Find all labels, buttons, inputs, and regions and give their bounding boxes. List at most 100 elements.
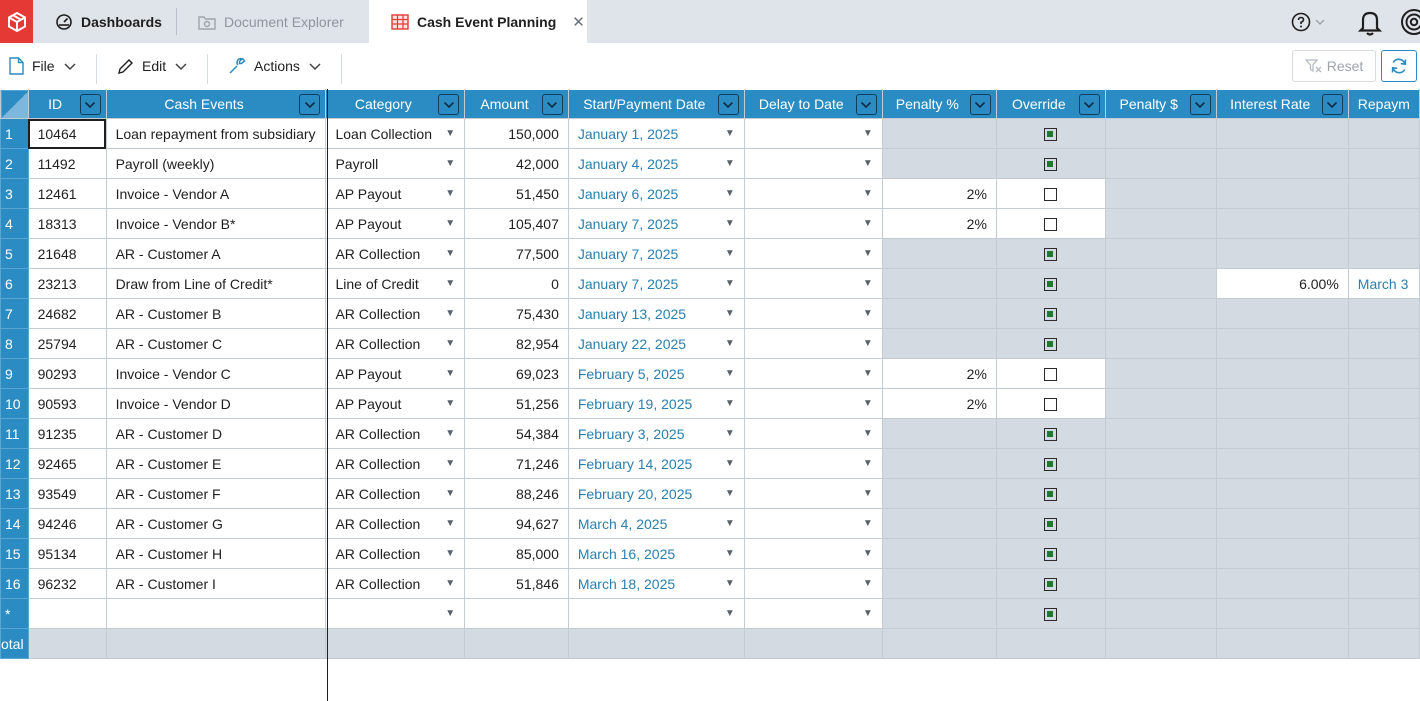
column-header-amount[interactable]: Amount [464,89,569,119]
penalty-pct-cell[interactable] [881,268,997,299]
start-date-cell[interactable]: January 6, 2025 ▼ [567,178,745,209]
cash-event-cell[interactable]: AR - Customer I [105,568,327,599]
penalty-pct-cell[interactable] [881,298,997,329]
cash-event-cell[interactable]: Invoice - Vendor C [105,358,327,389]
penalty-pct-cell[interactable]: 2% [881,388,997,419]
dropdown-arrow-icon[interactable]: ▼ [445,368,456,379]
override-checkbox[interactable] [1044,428,1058,442]
dropdown-arrow-icon[interactable]: ▼ [862,308,873,319]
dropdown-arrow-icon[interactable]: ▼ [445,458,456,469]
penalty-pct-cell[interactable]: 2% [881,178,997,209]
table-row[interactable]: 16 96232 AR - Customer I AR Collection ▼ 51,8… [0,568,1420,599]
interest-rate-cell[interactable] [1215,418,1349,449]
override-checkbox[interactable] [1044,608,1058,622]
dropdown-arrow-icon[interactable]: ▼ [724,218,735,229]
override-cell[interactable] [995,358,1106,389]
row-number[interactable]: 11 [0,418,29,449]
table-row[interactable]: 8 25794 AR - Customer C AR Collection ▼ 82,95… [0,328,1420,359]
amount-cell[interactable]: 77,500 [464,238,569,269]
close-tab-icon[interactable]: ✕ [572,13,585,31]
cash-event-cell[interactable]: Invoice - Vendor D [105,388,327,419]
amount-cell[interactable]: 51,450 [464,178,569,209]
tab-cash-event-planning[interactable]: Cash Event Planning ✕ [369,0,587,43]
dropdown-arrow-icon[interactable]: ▼ [445,518,456,529]
row-number[interactable]: 3 [0,178,29,209]
category-cell[interactable]: Line of Credit ▼ [325,268,466,299]
repayment-cell[interactable] [1347,598,1420,629]
delay-date-cell[interactable]: ▼ [743,208,883,239]
column-filter-button[interactable] [79,94,101,115]
table-row[interactable]: 14 94246 AR - Customer G AR Collection ▼ 94,6… [0,508,1420,539]
row-number[interactable]: 9 [0,358,29,389]
id-cell[interactable]: 10464 [27,118,107,149]
repayment-cell[interactable] [1347,208,1420,239]
column-filter-button[interactable] [1321,94,1343,115]
table-row[interactable]: 12 92465 AR - Customer E AR Collection ▼ 71,2… [0,448,1420,479]
penalty-amount-cell[interactable] [1104,568,1217,599]
category-cell[interactable]: AR Collection ▼ [325,448,466,479]
override-cell[interactable] [995,538,1106,569]
override-cell[interactable] [995,238,1106,269]
category-cell[interactable]: ▼ [325,598,466,629]
id-cell[interactable]: 18313 [27,208,107,239]
category-cell[interactable]: AP Payout ▼ [325,208,466,239]
override-checkbox[interactable] [1044,248,1058,262]
start-date-cell[interactable]: February 3, 2025 ▼ [567,418,745,449]
amount-cell[interactable]: 51,256 [464,388,569,419]
override-cell[interactable] [995,388,1106,419]
override-cell[interactable] [995,328,1106,359]
category-cell[interactable]: AR Collection ▼ [325,478,466,509]
override-cell[interactable] [995,418,1106,449]
dropdown-arrow-icon[interactable]: ▼ [445,278,456,289]
penalty-pct-cell[interactable] [881,418,997,449]
start-date-cell[interactable]: March 16, 2025 ▼ [567,538,745,569]
table-row[interactable]: 1 10464 Loan repayment from subsidiary Loan… [0,118,1420,149]
penalty-amount-cell[interactable] [1104,358,1217,389]
cash-event-cell[interactable]: Invoice - Vendor B* [105,208,327,239]
tab-dashboards[interactable]: Dashboards [55,0,162,43]
reset-button[interactable]: Reset [1292,50,1376,82]
cash-event-cell[interactable]: AR - Customer C [105,328,327,359]
start-date-cell[interactable]: March 4, 2025 ▼ [567,508,745,539]
penalty-pct-cell[interactable] [881,328,997,359]
repayment-cell[interactable] [1347,388,1420,419]
start-date-cell[interactable]: January 7, 2025 ▼ [567,208,745,239]
user-avatar[interactable] [1400,0,1420,43]
amount-cell[interactable]: 71,246 [464,448,569,479]
override-cell[interactable] [995,178,1106,209]
column-header-interest-rate[interactable]: Interest Rate [1215,89,1349,119]
column-header-repayment[interactable]: Repaym [1347,89,1420,119]
table-row[interactable]: 5 21648 AR - Customer A AR Collection ▼ 77,50… [0,238,1420,269]
repayment-cell[interactable] [1347,118,1420,149]
interest-rate-cell[interactable] [1215,178,1349,209]
delay-date-cell[interactable]: ▼ [743,328,883,359]
start-date-cell[interactable]: January 22, 2025 ▼ [567,328,745,359]
id-cell[interactable]: 25794 [27,328,107,359]
override-checkbox[interactable] [1044,278,1058,292]
delay-date-cell[interactable]: ▼ [743,268,883,299]
dropdown-arrow-icon[interactable]: ▼ [862,248,873,259]
dropdown-arrow-icon[interactable]: ▼ [862,158,873,169]
notifications-button[interactable] [1355,0,1385,43]
column-filter-button[interactable] [855,94,877,115]
column-filter-button[interactable] [438,94,460,115]
penalty-amount-cell[interactable] [1104,238,1217,269]
override-checkbox[interactable] [1044,578,1058,592]
penalty-pct-cell[interactable]: 2% [881,208,997,239]
penalty-amount-cell[interactable] [1104,328,1217,359]
dropdown-arrow-icon[interactable]: ▼ [724,248,735,259]
table-row[interactable]: 2 11492 Payroll (weekly) Payroll ▼ 42,000 Janu… [0,148,1420,179]
penalty-amount-cell[interactable] [1104,478,1217,509]
repayment-cell[interactable] [1347,328,1420,359]
amount-cell[interactable]: 85,000 [464,538,569,569]
penalty-pct-cell[interactable] [881,538,997,569]
start-date-cell[interactable]: February 20, 2025 ▼ [567,478,745,509]
penalty-amount-cell[interactable] [1104,538,1217,569]
dropdown-arrow-icon[interactable]: ▼ [724,278,735,289]
penalty-amount-cell[interactable] [1104,598,1217,629]
id-cell[interactable]: 96232 [27,568,107,599]
delay-date-cell[interactable]: ▼ [743,238,883,269]
start-date-cell[interactable]: January 4, 2025 ▼ [567,148,745,179]
interest-rate-cell[interactable] [1215,358,1349,389]
delay-date-cell[interactable]: ▼ [743,598,883,629]
